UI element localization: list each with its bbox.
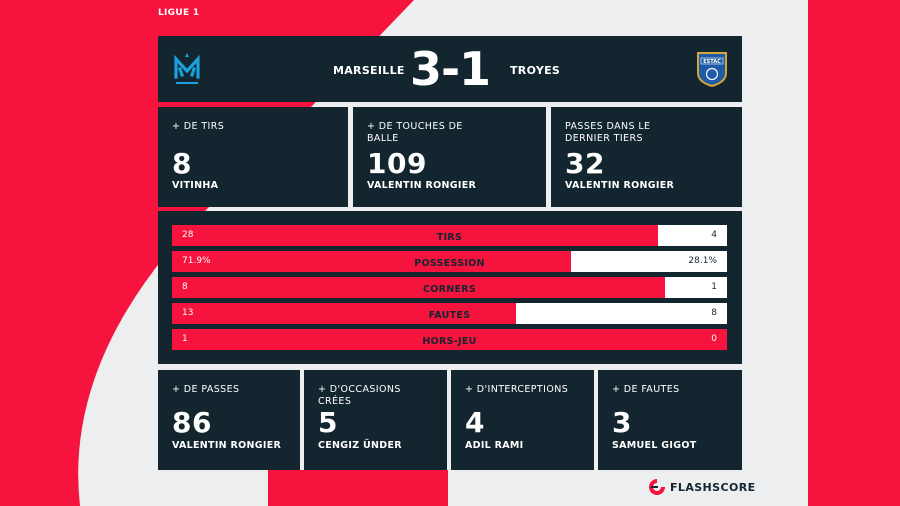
stat-player: VALENTIN RONGIER	[565, 180, 675, 191]
category-label: POSSESSION	[414, 258, 485, 269]
match-header: MARSEILLE TROYES ESTAC	[158, 36, 742, 102]
stat-card-interceptions: + D'INTERCEPTIONS 4 ADIL RAMI	[451, 370, 594, 470]
stat-card-touches: + DE TOUCHES DE BALLE 109 VALENTIN RONGI…	[353, 107, 546, 207]
stat-value: 86	[172, 406, 212, 439]
stat-card-passes: + DE PASSES 86 VALENTIN RONGIER	[158, 370, 300, 470]
away-value: 0	[711, 334, 717, 344]
home-value: 71.9%	[182, 256, 211, 266]
home-share-bar	[172, 329, 727, 350]
category-label: TIRS	[436, 232, 463, 243]
comparison-row-corners: 8 CORNERS 1	[172, 277, 727, 298]
svg-text:ESTAC: ESTAC	[703, 59, 721, 65]
flashscore-icon	[649, 479, 665, 495]
stat-value: 32	[565, 147, 605, 180]
comparison-row-possession: 71.9% POSSESSION 28.1%	[172, 251, 727, 272]
background-red-stripe	[808, 0, 900, 506]
home-share-bar	[172, 277, 666, 298]
comparison-panel: 28 TIRS 4 71.9% POSSESSION 28.1% 8 CORNE…	[158, 211, 742, 364]
stat-player: VALENTIN RONGIER	[172, 440, 282, 451]
away-team-name: TROYES	[510, 64, 561, 77]
stat-value: 5	[318, 406, 338, 439]
stat-label: + D'OCCASIONS CRÉES	[318, 384, 401, 407]
home-share-bar	[172, 303, 516, 324]
home-value: 13	[182, 308, 194, 318]
league-label: LIGUE 1	[158, 8, 200, 18]
home-share-bar	[172, 225, 658, 246]
away-value: 28.1%	[688, 256, 717, 266]
home-value: 28	[182, 230, 194, 240]
stat-card-fouls: + DE FAUTES 3 SAMUEL GIGOT	[598, 370, 742, 470]
away-value: 4	[711, 230, 717, 240]
comparison-row-shots: 28 TIRS 4	[172, 225, 727, 246]
stat-value: 109	[367, 147, 427, 180]
stat-label: + DE FAUTES	[612, 384, 680, 395]
stat-label: + DE TIRS	[172, 121, 225, 132]
home-team-name: MARSEILLE	[333, 64, 405, 77]
stat-label: PASSES DANS LE DERNIER TIERS	[565, 121, 651, 144]
flashscore-logo: FLASHSCORE	[648, 478, 756, 496]
away-value: 8	[711, 308, 717, 318]
stat-label: + DE TOUCHES DE BALLE	[367, 121, 463, 144]
comparison-row-offsides: 1 HORS-JEU 0	[172, 329, 727, 350]
stat-value: 3	[612, 406, 632, 439]
stat-label: + D'INTERCEPTIONS	[465, 384, 569, 395]
stat-label: + DE PASSES	[172, 384, 240, 395]
match-score: 3-1	[409, 42, 491, 96]
stat-player: VITINHA	[172, 180, 219, 191]
stat-card-final-third-passes: PASSES DANS LE DERNIER TIERS 32 VALENTIN…	[551, 107, 742, 207]
comparison-row-fouls: 13 FAUTES 8	[172, 303, 727, 324]
marseille-crest-icon	[174, 53, 200, 84]
stat-value: 4	[465, 406, 485, 439]
category-label: HORS-JEU	[422, 336, 477, 347]
stat-value: 8	[172, 147, 192, 180]
home-value: 1	[182, 334, 188, 344]
category-label: FAUTES	[428, 310, 471, 321]
stat-player: VALENTIN RONGIER	[367, 180, 477, 191]
home-value: 8	[182, 282, 188, 292]
stat-player: ADIL RAMI	[465, 440, 524, 451]
category-label: CORNERS	[422, 284, 477, 295]
home-share-bar	[172, 251, 572, 272]
away-value: 1	[711, 282, 717, 292]
brand-name: FLASHSCORE	[670, 480, 756, 494]
stat-player: CENGIZ ÜNDER	[318, 440, 402, 451]
stat-card-chances-created: + D'OCCASIONS CRÉES 5 CENGIZ ÜNDER	[304, 370, 447, 470]
troyes-crest-icon: ESTAC	[697, 52, 727, 87]
stat-player: SAMUEL GIGOT	[612, 440, 697, 451]
stat-card-shots: + DE TIRS 8 VITINHA	[158, 107, 348, 207]
